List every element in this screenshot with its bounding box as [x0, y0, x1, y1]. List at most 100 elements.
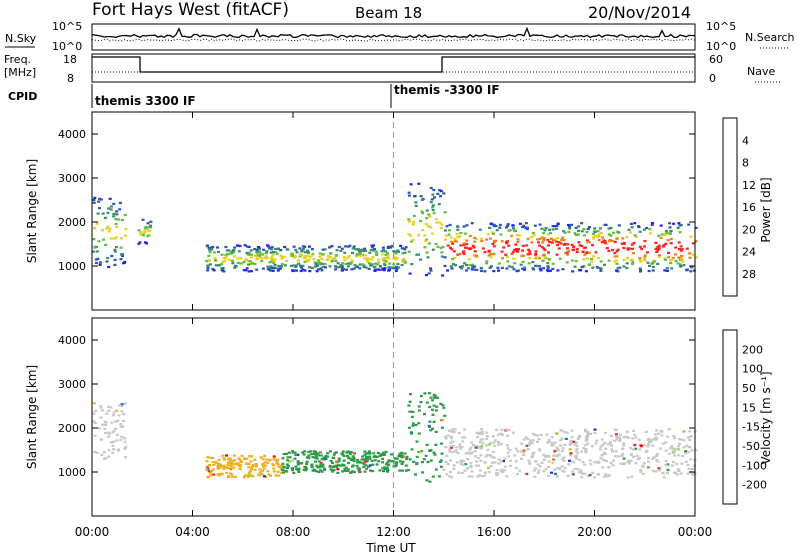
power-cell — [486, 233, 490, 236]
velocity-cell — [556, 449, 560, 452]
velocity-cell — [607, 466, 611, 469]
velocity-cell — [117, 414, 121, 417]
velocity-cell — [532, 451, 536, 454]
power-cell — [687, 223, 691, 226]
velocity-cell — [632, 448, 635, 451]
velocity-cell — [384, 450, 388, 453]
velocity-cell — [94, 409, 98, 412]
velocity-cell — [214, 461, 218, 464]
velocity-cell — [655, 437, 659, 440]
velocity-cell — [326, 452, 330, 455]
velocity-cell — [111, 431, 115, 434]
velocity-cell — [107, 435, 111, 438]
power-cell — [510, 252, 514, 256]
power-cell — [542, 238, 546, 242]
power-cell — [433, 196, 437, 199]
power-cell — [266, 244, 269, 247]
velocity-cell — [622, 442, 626, 445]
velocity-cell — [461, 440, 465, 443]
power-cell — [651, 261, 655, 264]
power-cell — [249, 262, 253, 265]
velocity-cell — [584, 451, 588, 454]
velocity-cell — [285, 452, 289, 455]
velocity-cell — [593, 476, 597, 479]
velocity-cell — [610, 448, 614, 451]
power-cell — [407, 191, 411, 194]
velocity-cell — [533, 433, 537, 436]
power-cell — [631, 247, 634, 250]
power-cell — [374, 262, 377, 265]
power-cell — [600, 241, 604, 244]
power-cell — [300, 253, 303, 257]
velocity-cell — [414, 473, 417, 476]
power-cell — [488, 226, 492, 229]
velocity-cell — [317, 470, 321, 474]
velocity-cell — [691, 467, 695, 471]
velocity-cell — [684, 460, 688, 463]
power-cell — [613, 240, 617, 243]
velocity-cell — [574, 441, 578, 444]
velocity-cell — [597, 460, 601, 463]
velocity-cell — [501, 433, 504, 436]
power-colorbar-label: Power [dB] — [759, 177, 773, 242]
power-cell — [465, 224, 469, 227]
velocity-cell — [109, 406, 113, 409]
velocity-cell — [383, 466, 387, 469]
power-cell — [339, 249, 343, 253]
power-cell — [464, 269, 468, 272]
velocity-cell — [492, 441, 496, 444]
y-tick-label: 1000 — [58, 466, 86, 479]
power-cell — [221, 260, 225, 263]
velocity-cell — [666, 463, 670, 466]
velocity-cell — [672, 448, 676, 451]
velocity-cell — [484, 455, 488, 458]
velocity-cell — [526, 437, 530, 440]
velocity-cell — [109, 441, 113, 444]
power-cell — [417, 253, 420, 256]
power-cell — [389, 246, 393, 249]
power-cell — [441, 274, 445, 277]
y-tick-label: 3000 — [58, 172, 86, 185]
power-cell — [427, 272, 431, 275]
velocity-cell — [481, 475, 484, 478]
velocity-cell — [604, 459, 608, 463]
power-cell — [350, 268, 354, 271]
power-cell — [574, 260, 578, 263]
velocity-cell — [234, 475, 238, 478]
velocity-cell — [226, 466, 229, 469]
power-cell — [548, 269, 552, 272]
velocity-cell — [556, 475, 559, 478]
power-cell — [316, 259, 320, 262]
power-cell — [638, 245, 642, 248]
velocity-cell — [262, 465, 265, 468]
power-cell — [483, 270, 487, 273]
velocity-cell — [116, 419, 120, 422]
power-cell — [583, 253, 587, 256]
velocity-cell — [434, 409, 438, 412]
power-cell — [208, 259, 211, 262]
velocity-cell — [655, 429, 658, 432]
nsky-tick-top: 10^5 — [52, 20, 82, 33]
velocity-cell — [363, 453, 367, 456]
velocity-cell — [690, 449, 694, 452]
velocity-cell — [559, 439, 563, 442]
velocity-cell — [469, 452, 473, 455]
power-cell — [643, 245, 646, 248]
velocity-cell — [405, 469, 408, 472]
velocity-cell — [634, 436, 638, 439]
velocity-cell — [309, 450, 313, 453]
power-cell — [216, 246, 219, 249]
y-tick-label: 2000 — [58, 422, 86, 435]
velocity-cell — [632, 429, 636, 432]
power-cell — [370, 258, 374, 261]
velocity-cell — [216, 467, 220, 470]
power-cell — [548, 259, 551, 262]
freq-tick-top: 18 — [63, 53, 77, 66]
power-cell — [147, 233, 151, 236]
power-cell — [643, 254, 647, 257]
velocity-cell — [347, 450, 351, 454]
velocity-cell — [292, 471, 296, 474]
power-cell — [650, 223, 654, 226]
velocity-cell — [495, 474, 499, 477]
velocity-cell — [589, 463, 593, 466]
